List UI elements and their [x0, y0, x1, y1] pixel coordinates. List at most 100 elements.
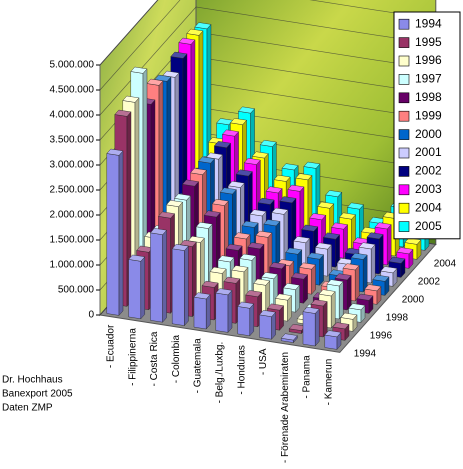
legend-swatch [398, 221, 410, 232]
bar-top [231, 265, 249, 273]
note: Daten ZMP [2, 403, 53, 414]
bar-top [214, 141, 231, 148]
bar-top [331, 222, 348, 230]
bar-top [342, 263, 360, 271]
bar-side [355, 264, 360, 302]
bar-top [237, 301, 255, 309]
bar-top [323, 232, 340, 240]
bar-top [287, 184, 305, 192]
bar-top [178, 37, 196, 45]
bar-top [170, 51, 188, 59]
bar [259, 310, 276, 340]
bar-front [259, 314, 272, 340]
bar-top [318, 289, 336, 297]
bar-front [237, 306, 251, 337]
bar-top [238, 106, 255, 114]
bar-top [285, 247, 303, 255]
bar-top [186, 28, 204, 36]
bar-top [203, 210, 221, 218]
x-tick-label: - Filippinerna [127, 328, 138, 386]
x-tick-label: - Honduras [236, 345, 247, 394]
bar-front [128, 259, 142, 320]
legend-label: 2002 [415, 164, 442, 178]
bar-top [245, 290, 263, 298]
bar-top [315, 242, 332, 250]
bar-front [324, 334, 338, 350]
bar-top [158, 211, 175, 219]
bar-side [249, 303, 255, 337]
legend-swatch [398, 18, 410, 30]
bar-top [201, 280, 219, 288]
bar-front [193, 296, 207, 330]
bar-top [128, 254, 146, 262]
bar-top [106, 148, 124, 156]
bar-top [334, 273, 352, 281]
bar-top [380, 266, 398, 274]
bar [193, 292, 211, 330]
bar-side [331, 290, 336, 329]
y-tick-label: 2.500.000 [50, 185, 95, 196]
bar-top [273, 174, 291, 182]
grid-line [99, 0, 436, 91]
depth-label: 2000 [402, 295, 425, 306]
bar-top [269, 262, 287, 270]
bar-side [319, 254, 324, 286]
bar-side [162, 229, 167, 323]
bar-top [146, 78, 164, 86]
x-tick-label: - Costa Rica [149, 331, 160, 386]
legend-label: 1995 [415, 35, 442, 49]
bar-top [130, 66, 148, 74]
bar-top [396, 247, 414, 255]
legend-swatch [398, 166, 410, 177]
plot: 0 500.000 1.000.000 1.500.000 2.000.000 2.500… [50, 22, 457, 463]
legend-label: 2005 [415, 219, 442, 233]
y-tick-label: 3.500.000 [50, 135, 95, 146]
bar-top [310, 299, 328, 307]
y-tick-label: 4.500.000 [50, 85, 95, 96]
bar-top [261, 272, 279, 280]
bar [237, 301, 255, 337]
bar-top [195, 221, 213, 229]
bar-top [114, 109, 132, 117]
y-tick-label: 500.000 [58, 285, 95, 296]
bar-top [166, 200, 183, 207]
bar-top [211, 198, 229, 206]
bar-top [347, 202, 364, 210]
bar-top [388, 256, 406, 264]
bar-top [302, 306, 320, 314]
bar-top [267, 303, 284, 311]
legend: 1994 1995 1996 1997 1998 1999 2000 2001 2002 2003… [393, 11, 461, 240]
bar-top [307, 252, 324, 260]
bar-side [227, 289, 233, 333]
x-tick-label: - Guatemala [193, 338, 204, 393]
bar-top [299, 262, 316, 270]
depth-label: 1994 [354, 349, 377, 360]
bar-side [387, 223, 392, 266]
bar-top [372, 274, 390, 282]
legend-swatch [398, 110, 410, 122]
bar-side [379, 233, 384, 275]
bar-top [317, 201, 335, 209]
depth-label: 1996 [370, 331, 393, 342]
bar-top [215, 288, 233, 296]
bar-top [259, 139, 277, 147]
bar-top [348, 303, 366, 311]
bar-top [150, 228, 167, 235]
bar-top [194, 22, 212, 30]
bar [128, 254, 146, 320]
depth-label: 2004 [434, 259, 457, 270]
bar-front [150, 232, 163, 323]
y-tick-label: 1.500.000 [50, 235, 95, 246]
x-tick-label: - Kamerun [324, 359, 335, 406]
x-tick-label: - Panama [302, 355, 313, 399]
bar-side [347, 274, 352, 311]
bar-top [366, 232, 384, 240]
bar-top [291, 272, 308, 280]
bar-top [182, 179, 199, 187]
bar-top [340, 312, 358, 320]
bar-top [225, 243, 243, 251]
bar [150, 228, 167, 323]
y-tick-label: 5.000.000 [50, 60, 95, 71]
bar-top [223, 276, 241, 284]
bar-top [235, 169, 253, 177]
